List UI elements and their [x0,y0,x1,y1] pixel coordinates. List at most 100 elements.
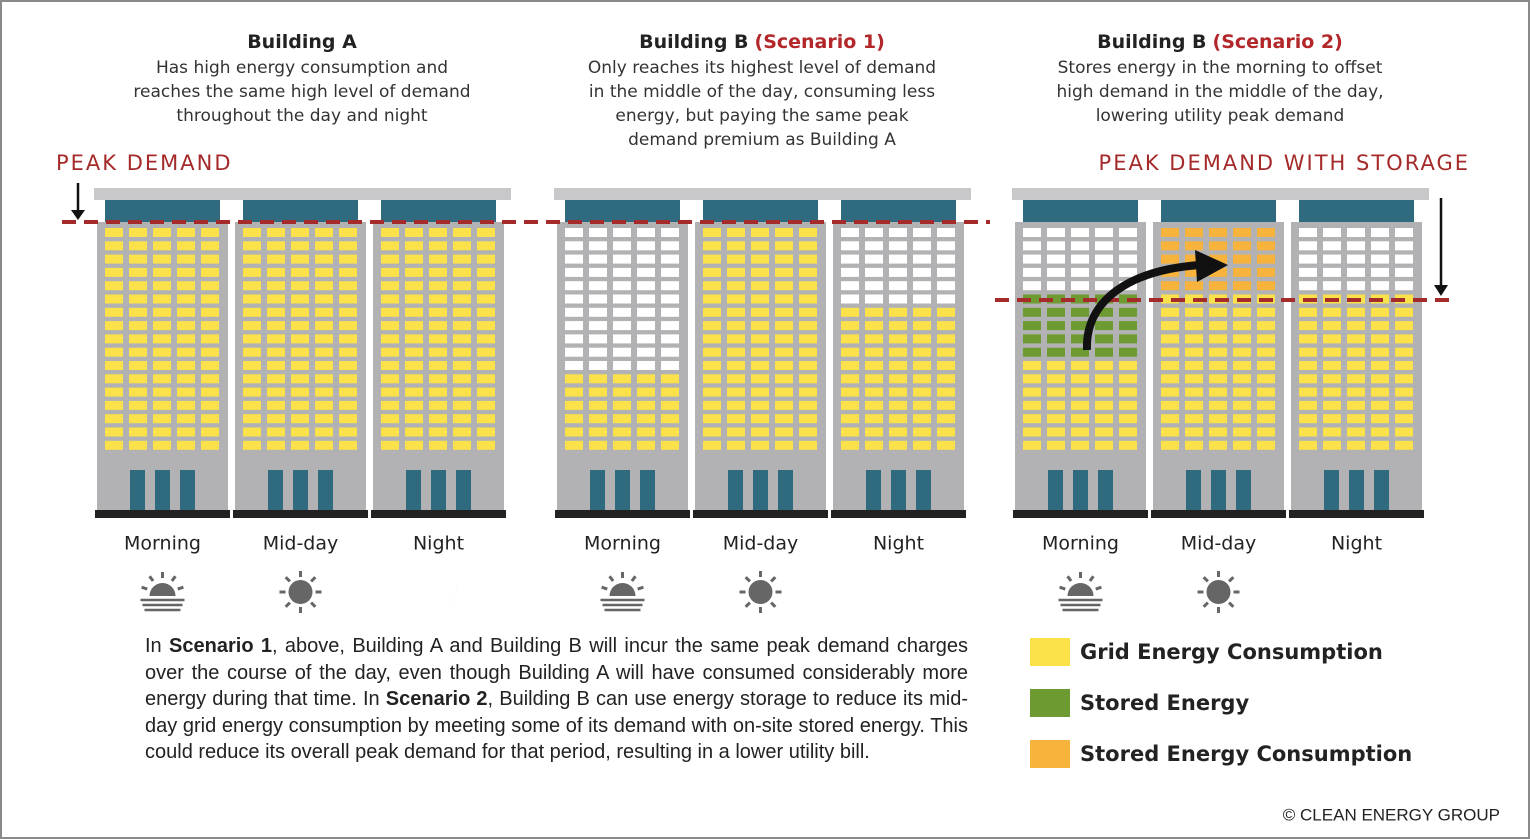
window [1395,254,1413,264]
window [477,427,495,437]
window [565,347,583,357]
window [703,294,721,304]
window [1071,400,1089,410]
window [775,361,793,370]
window [153,414,171,424]
door [1236,470,1251,510]
window [1161,387,1179,397]
window [1047,228,1065,237]
sunrise-icon [149,583,176,596]
window [453,254,471,264]
window [1023,321,1041,331]
legend-swatch [1030,689,1070,717]
window [1323,427,1341,437]
window [1347,414,1365,424]
window [429,254,447,264]
period-label: Mid-day [263,533,339,555]
window [841,387,859,397]
window [1023,294,1041,304]
window [381,440,399,450]
moon-icon [1338,574,1375,611]
window [429,294,447,304]
window [913,294,931,304]
building-base [555,510,690,518]
window [799,241,817,251]
window [661,281,679,291]
window [937,241,955,251]
door [615,470,630,510]
window [1395,307,1413,317]
window [751,427,769,437]
window [267,427,285,437]
window [727,267,745,277]
window [1233,334,1251,344]
window [339,414,357,424]
sun-ray [1228,601,1235,608]
window [889,347,907,357]
window [153,347,171,357]
window [1071,334,1089,344]
window [153,374,171,384]
window [865,281,883,291]
window [1299,228,1317,237]
window [637,414,655,424]
window [153,294,171,304]
window [429,400,447,410]
window [751,321,769,331]
window [565,228,583,237]
window [799,361,817,370]
window [637,387,655,397]
window [1371,347,1389,357]
window [637,241,655,251]
window [865,347,883,357]
title-text: Building A [247,31,357,53]
window [429,361,447,370]
window [1071,440,1089,450]
window [1185,241,1203,251]
window [565,281,583,291]
window [727,307,745,317]
window [799,440,817,450]
window [267,228,285,237]
window [889,307,907,317]
window [201,228,219,237]
window [129,347,147,357]
sunrise-icon [1067,583,1094,596]
window [637,267,655,277]
window [1233,400,1251,410]
window [727,440,745,450]
window [429,414,447,424]
door [1098,470,1113,510]
window [661,374,679,384]
window [243,361,261,370]
explanation: In Scenario 1, above, Building A and Bui… [145,633,968,766]
window [937,440,955,450]
window [315,414,333,424]
window [1023,387,1041,397]
window [1395,361,1413,370]
window [105,374,123,384]
window [661,267,679,277]
window [453,387,471,397]
window [381,334,399,344]
window [1161,374,1179,384]
window [291,228,309,237]
window [841,440,859,450]
window [1323,307,1341,317]
window [703,427,721,437]
window [1095,321,1113,331]
window [1095,440,1113,450]
window [799,307,817,317]
window [453,374,471,384]
sun-ray [1088,575,1095,582]
window [105,334,123,344]
window [751,294,769,304]
window [477,347,495,357]
window [1185,347,1203,357]
window [775,387,793,397]
panel-title: Building B (Scenario 2) [1097,31,1343,53]
window [1257,334,1275,344]
window [129,267,147,277]
window [1047,254,1065,264]
window [865,334,883,344]
